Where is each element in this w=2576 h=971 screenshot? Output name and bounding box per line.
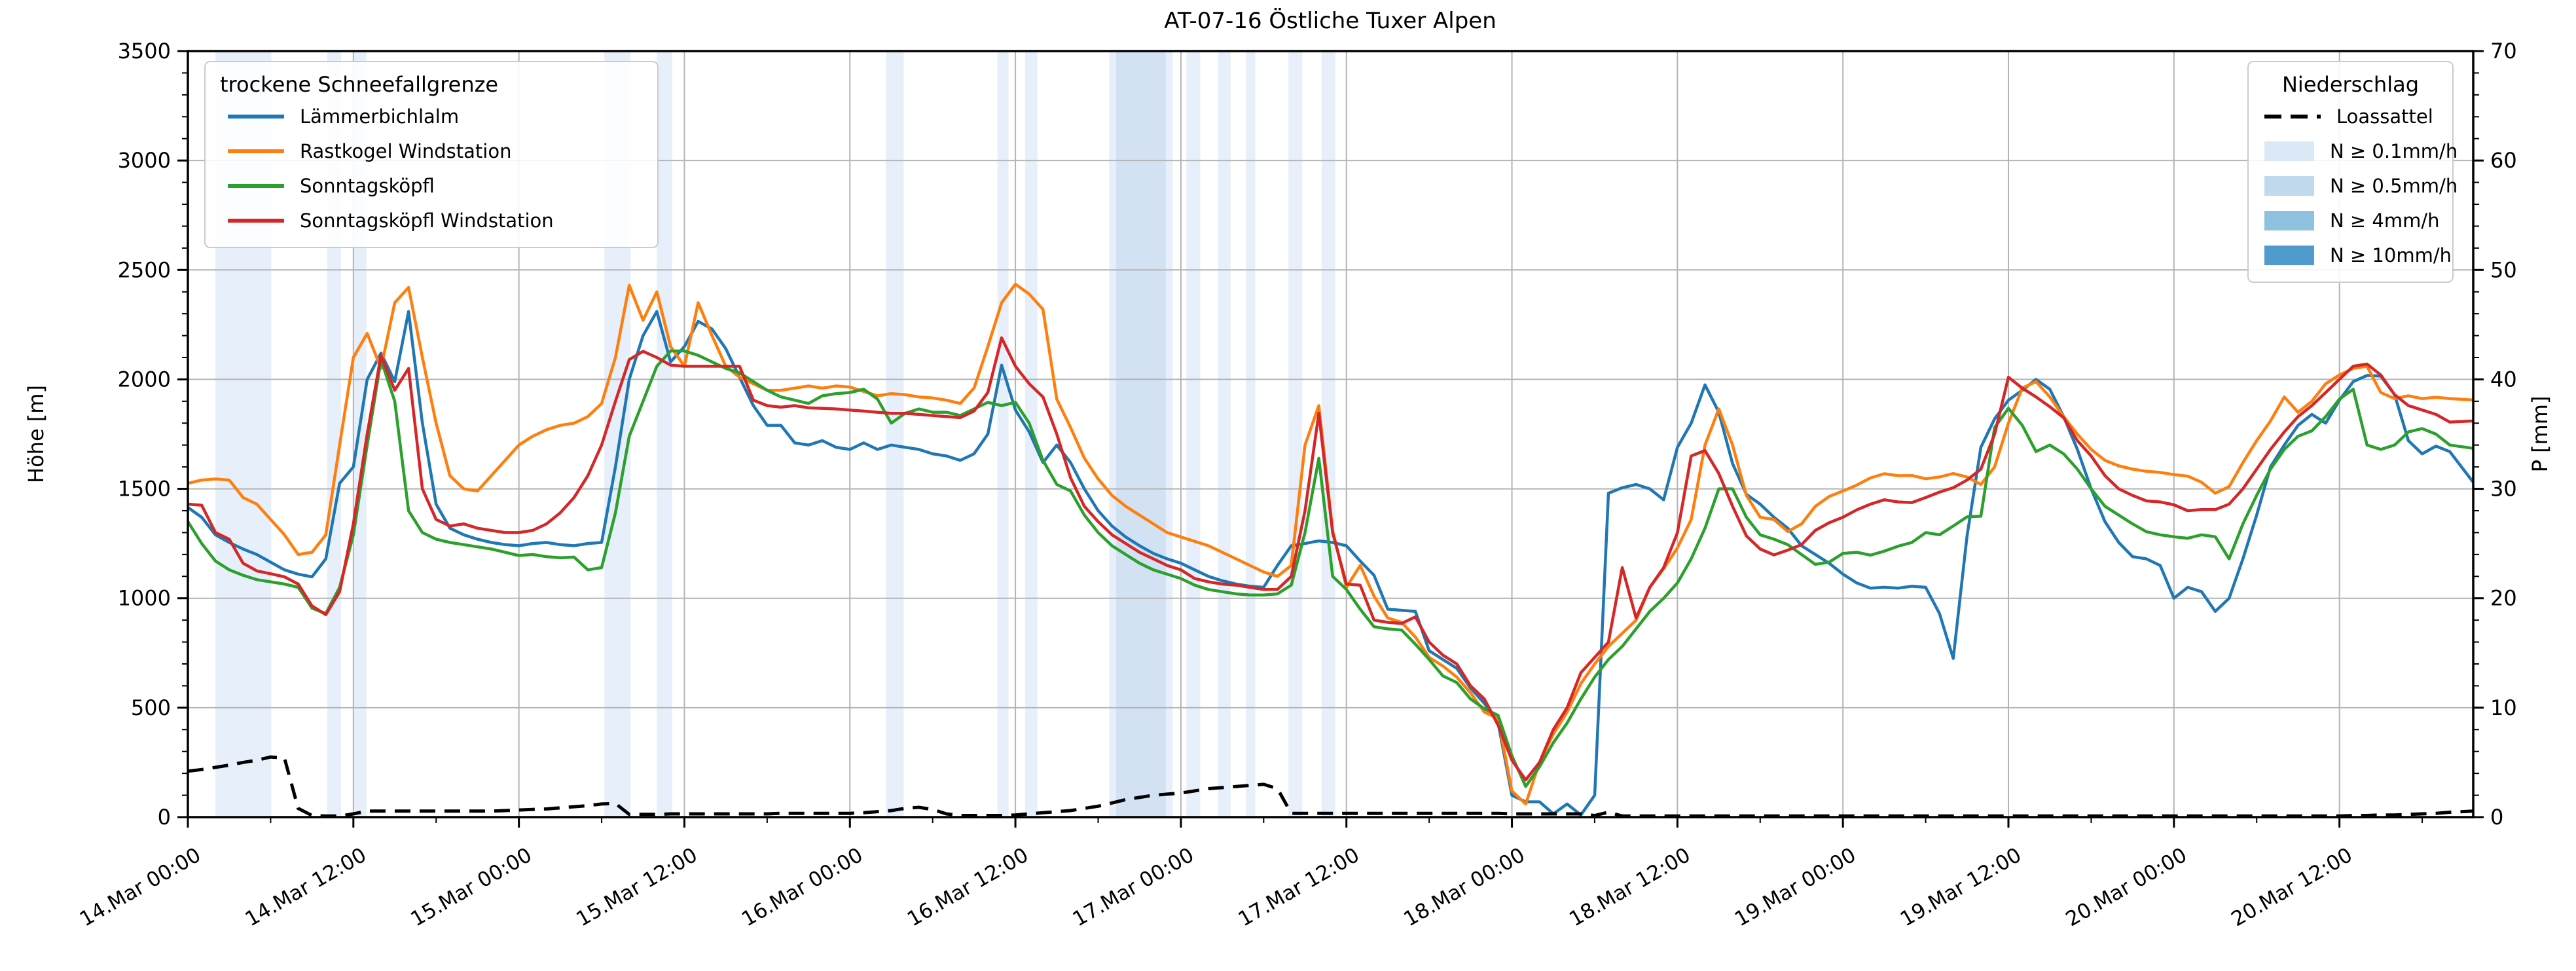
- x-tick-label: 20.Mar 00:00: [2062, 843, 2191, 932]
- x-tick-label: 19.Mar 00:00: [1731, 843, 1860, 932]
- legend-item-precip-10: N ≥ 10mm/h: [2260, 238, 2452, 272]
- precip-patch-4: [2264, 210, 2314, 230]
- precip-band: [1245, 51, 1256, 817]
- legend-precip-title: Niederschlag: [2281, 72, 2420, 97]
- dashed-line-swatch: [2264, 114, 2321, 119]
- legend-item-label: Sonntagsköpfl: [300, 174, 435, 197]
- legend-item-precip-01: N ≥ 0.1mm/h: [2260, 134, 2458, 168]
- series-loassattel: [187, 755, 2474, 818]
- left-tick-label: 1500: [118, 477, 171, 502]
- legend-item-precip-4: N ≥ 4mm/h: [2260, 203, 2440, 238]
- right-tick-label: 50: [2490, 257, 2517, 282]
- precip-band: [657, 51, 672, 817]
- x-tick-label: 17.Mar 00:00: [1069, 843, 1198, 932]
- legend-item-precip-05: N ≥ 0.5mm/h: [2260, 168, 2458, 203]
- precip-band: [1186, 51, 1201, 817]
- chart-title: AT-07-16 Östliche Tuxer Alpen: [1164, 8, 1497, 34]
- precip-band: [997, 51, 1009, 817]
- y-axis-label-left: Höhe [m]: [24, 385, 48, 483]
- legend-item-label: Rastkogel Windstation: [300, 139, 512, 162]
- x-tick-label: 18.Mar 12:00: [1565, 843, 1694, 932]
- line-swatch-blue: [228, 114, 284, 119]
- x-tick-label: 19.Mar 12:00: [1896, 843, 2025, 932]
- series-Sonntagsköpfl: [187, 349, 2474, 788]
- legend-snowline-title: trockene Schneefallgrenze: [220, 72, 499, 97]
- left-tick-label: 0: [158, 805, 171, 830]
- legend-item-laemmerbichlalm: Lämmerbichlalm: [220, 99, 642, 134]
- x-tick-label: 16.Mar 12:00: [903, 843, 1032, 932]
- legend-item-label: Sonntagsköpfl Windstation: [300, 209, 554, 232]
- legend-item-label: N ≥ 4mm/h: [2330, 209, 2440, 232]
- legend-item-label: Lämmerbichlalm: [300, 105, 460, 128]
- series-Sonntagsköpfl Windstation: [187, 336, 2474, 782]
- right-tick-label: 20: [2490, 586, 2517, 611]
- legend-item-sonntagskoepfl-wind: Sonntagsköpfl Windstation: [220, 203, 642, 238]
- x-tick-label: 15.Mar 00:00: [407, 843, 535, 932]
- legend-item-label: Loassattel: [2336, 105, 2433, 128]
- x-tick-label: 15.Mar 12:00: [572, 843, 701, 932]
- precip-band: [1218, 51, 1231, 817]
- left-tick-label: 2500: [118, 257, 171, 282]
- legend-item-sonntagskoepfl: Sonntagsköpfl: [220, 168, 642, 203]
- line-swatch-orange: [228, 149, 284, 153]
- series-Lämmerbichlalm: [187, 310, 2475, 816]
- precip-band: [1116, 51, 1166, 817]
- precip-band: [1321, 51, 1335, 817]
- x-tick-label: 20.Mar 12:00: [2227, 843, 2356, 932]
- precip-patch-05: [2264, 175, 2314, 196]
- legend-item-rastkogel: Rastkogel Windstation: [220, 134, 642, 168]
- right-tick-label: 0: [2490, 805, 2503, 830]
- legend-item-label: N ≥ 0.1mm/h: [2330, 139, 2458, 162]
- right-tick-label: 30: [2490, 477, 2517, 502]
- left-tick-label: 500: [131, 695, 171, 720]
- legend-item-label: N ≥ 0.5mm/h: [2330, 174, 2458, 197]
- left-tick-label: 3000: [118, 148, 171, 173]
- legend-item-label: N ≥ 10mm/h: [2330, 244, 2452, 266]
- right-tick-label: 10: [2490, 695, 2517, 720]
- x-tick-label: 16.Mar 00:00: [738, 843, 867, 932]
- line-swatch-red: [228, 218, 284, 223]
- y-axis-label-right: P [mm]: [2528, 395, 2552, 473]
- right-tick-label: 40: [2490, 367, 2517, 392]
- x-tick-label: 17.Mar 12:00: [1234, 843, 1363, 932]
- left-tick-label: 3500: [118, 39, 171, 64]
- right-tick-label: 60: [2490, 148, 2517, 173]
- x-tick-label: 14.Mar 12:00: [242, 843, 371, 932]
- precip-patch-10: [2264, 245, 2314, 265]
- legend-snowline: trockene Schneefallgrenze Lämmerbichlalm…: [204, 61, 659, 248]
- legend-item-loassattel: Loassattel: [2260, 99, 2440, 134]
- precip-band: [886, 51, 904, 817]
- legend-precip: Niederschlag Loassattel N ≥ 0.1mm/h N ≥ …: [2247, 61, 2458, 283]
- left-tick-label: 2000: [118, 367, 171, 392]
- x-tick-label: 18.Mar 00:00: [1400, 843, 1529, 932]
- left-tick-label: 1000: [118, 586, 171, 611]
- line-swatch-green: [228, 183, 284, 188]
- precip-patch-01: [2264, 141, 2314, 161]
- precip-band: [1288, 51, 1303, 817]
- right-tick-label: 70: [2490, 39, 2517, 64]
- x-tick-label: 14.Mar 00:00: [76, 843, 205, 932]
